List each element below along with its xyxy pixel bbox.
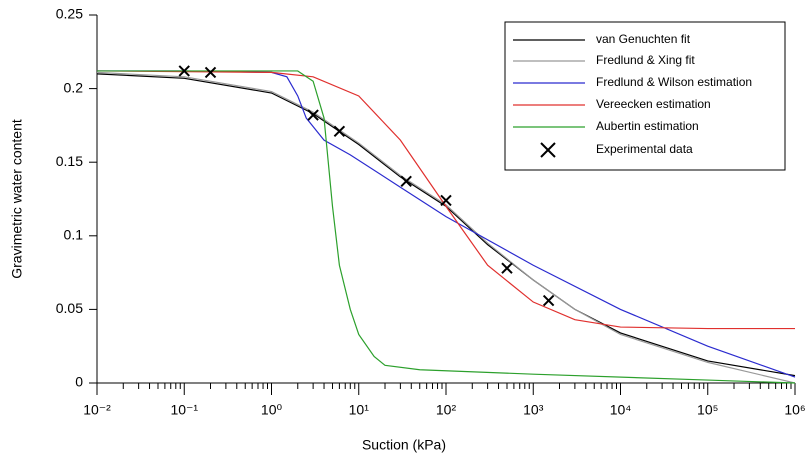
data-point [204,66,217,79]
series-line [97,70,796,384]
data-point [178,65,190,77]
y-tick-label: 0.05 [56,300,83,316]
x-tick-label: 10⁶ [784,402,805,418]
data-point [501,262,513,274]
x-tick-label: 10² [436,402,457,418]
y-tick-label: 0.15 [56,153,83,169]
x-axis-label: Suction (kPa) [362,437,446,453]
y-tick-label: 0 [75,374,83,390]
x-tick-label: 10³ [523,402,544,418]
y-axis-label: Gravimetric water content [9,119,25,279]
data-point [333,125,346,137]
data-point [440,194,452,207]
x-tick-label: 10¹ [349,402,370,418]
data-point [307,109,319,121]
data-point [542,294,555,307]
legend-label: van Genuchten fit [596,32,691,46]
legend-label: Experimental data [596,142,693,156]
legend-marker [540,142,556,158]
series-line [96,71,796,384]
legend-label: Vereecken estimation [596,97,711,111]
data-point [400,175,412,188]
y-tick-label: 0.2 [64,79,84,95]
x-tick-label: 10⁵ [697,402,718,418]
y-tick-label: 0.25 [56,6,83,22]
legend-label: Aubertin estimation [596,119,699,133]
x-tick-label: 10⁰ [261,402,283,418]
x-tick-label: 10⁻² [83,402,111,418]
legend-label: Fredlund & Wilson estimation [596,75,752,89]
x-tick-label: 10⁻¹ [170,402,198,418]
x-tick-label: 10⁴ [610,402,632,418]
legend-label: Fredlund & Xing fit [596,53,695,67]
y-tick-label: 0.1 [64,227,84,243]
